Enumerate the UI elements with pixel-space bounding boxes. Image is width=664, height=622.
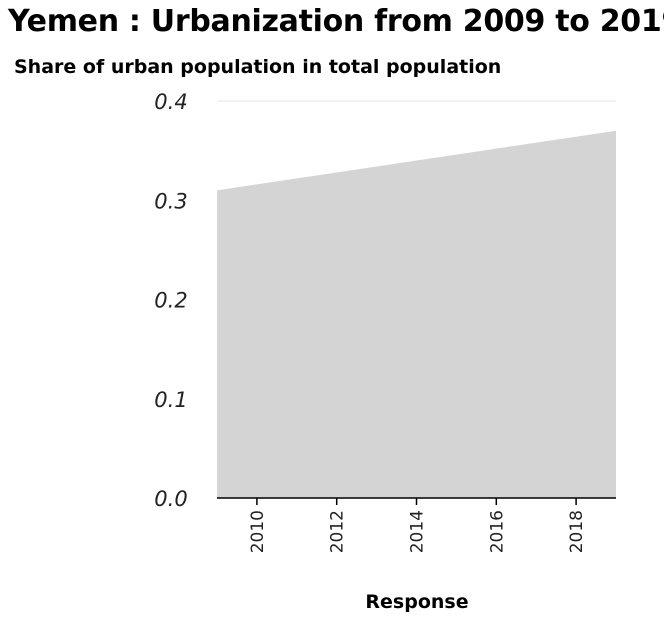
x-tick-label-2: 2014 <box>408 510 428 553</box>
y-tick-label-4: 0.4 <box>154 90 187 114</box>
x-tick-label-1: 2012 <box>328 510 348 553</box>
x-tick-label-0: 2010 <box>248 510 268 553</box>
y-tick-label-3: 0.3 <box>154 189 187 213</box>
x-axis-label: Response <box>365 591 468 613</box>
y-axis-label: Share of urban population in total popul… <box>14 56 502 78</box>
x-tick-label-4: 2018 <box>567 510 587 553</box>
y-tick-label-1: 0.1 <box>154 388 187 412</box>
y-tick-label-0: 0.0 <box>154 487 187 511</box>
chart-title: Yemen : Urbanization from 2009 to 2019 <box>8 4 664 39</box>
x-tick-label-3: 2016 <box>487 510 507 553</box>
x-axis-ticks: 2010 2012 2014 2016 2018 <box>248 498 587 553</box>
area-fill <box>217 130 616 498</box>
y-tick-label-2: 0.2 <box>154 289 187 313</box>
y-axis-ticks: 0.0 0.1 0.2 0.3 0.4 <box>154 90 187 511</box>
area-series <box>217 130 616 498</box>
